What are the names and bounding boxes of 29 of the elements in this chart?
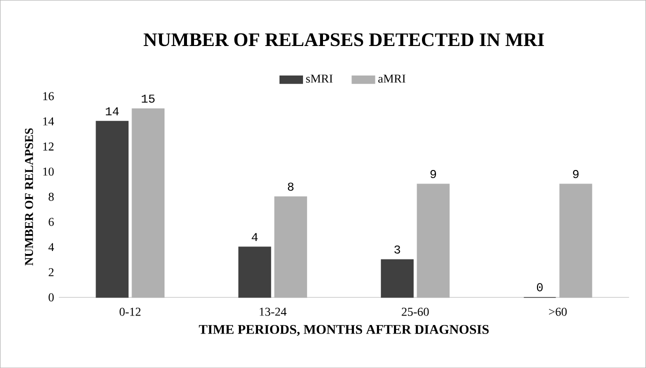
- y-tick-label: 4: [48, 242, 54, 251]
- y-tick-label: 2: [48, 268, 54, 276]
- x-axis-title: TIME PERIODS, MONTHS AFTER DIAGNOSIS: [198, 324, 489, 336]
- legend-label: sMRI: [306, 74, 333, 83]
- y-axis-title: NUMBER OF RELAPSES: [24, 128, 34, 266]
- y-tick-label: 0: [48, 293, 54, 302]
- legend-label: aMRI: [378, 74, 406, 83]
- y-tick-label: 14: [43, 117, 54, 126]
- data-label: 8: [288, 182, 294, 191]
- x-tick-label: 0-12: [120, 308, 140, 316]
- data-label: 9: [573, 170, 579, 178]
- chart-title: NUMBER OF RELAPSES DETECTED IN MRI: [144, 33, 544, 46]
- data-label: 3: [394, 245, 400, 254]
- data-label: 4: [252, 233, 258, 241]
- data-label: 14: [106, 107, 119, 116]
- bar: [238, 246, 272, 298]
- data-label: 0: [536, 283, 543, 292]
- bar: [96, 120, 129, 298]
- y-tick-label: 10: [43, 167, 54, 176]
- y-tick-label: 16: [43, 92, 54, 100]
- y-tick-label: 6: [48, 218, 54, 226]
- x-tick-label: >60: [549, 308, 567, 316]
- y-tick-label: 12: [43, 142, 54, 150]
- data-label: 9: [430, 170, 436, 178]
- data-label: 15: [142, 94, 155, 103]
- x-tick-label: 25-60: [402, 308, 429, 316]
- y-tick-label: 8: [48, 192, 54, 201]
- bar: [380, 259, 414, 298]
- x-tick-label: 13-24: [260, 308, 287, 316]
